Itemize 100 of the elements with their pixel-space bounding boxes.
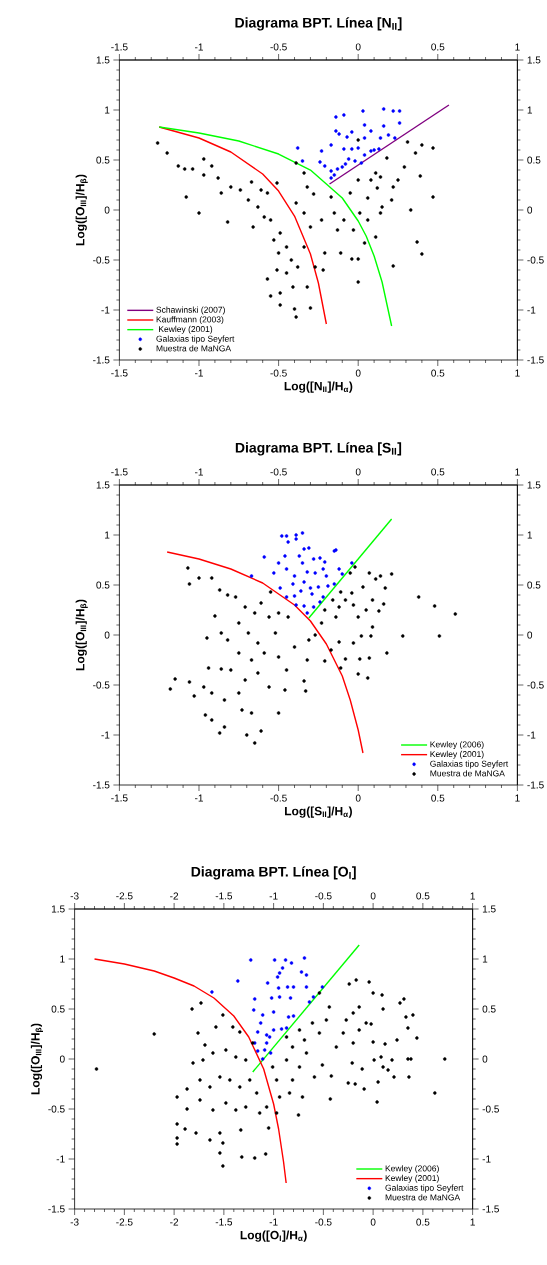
chart-title: Diagrama BPT. Línea [S$_{II}$] (235, 442, 401, 456)
y-axis-title: Log([O$_{III}$]/H$_{β}$) (30, 1023, 43, 1095)
y-tick-label: -1.5 (92, 781, 110, 789)
x-axis-title: Log([N$_{II}$]/H$_{α}$) (284, 381, 353, 393)
y-tick-label: 1 (60, 955, 65, 963)
y-tick-label: 1.5 (96, 56, 110, 64)
legend-label: Kewley (2001) (385, 1174, 439, 1183)
y-axis-title: Log([O$_{III}$]/H$_{β}$) (75, 599, 88, 671)
y2-tick-label: 0.5 (527, 581, 541, 589)
x2-tick-label: -2.5 (115, 892, 133, 900)
y2-tick-label: -1 (527, 306, 536, 314)
y2-tick-label: -0.5 (527, 681, 544, 689)
legend-label: Muestra de MaNGA (430, 770, 505, 777)
y-tick-label: -0.5 (48, 1105, 65, 1113)
y-tick-label: 0.5 (51, 1005, 65, 1013)
y-tick-label: 0 (59, 1055, 65, 1063)
x-tick-label: -1 (269, 1218, 278, 1226)
y2-tick-label: 1.5 (482, 905, 496, 913)
y2-tick-label: -0.5 (527, 256, 544, 264)
y-tick-label: 1 (104, 106, 110, 114)
y2-tick-label: 1 (527, 106, 532, 114)
x-tick-label: 0 (355, 369, 361, 377)
x2-tick-label: 0.5 (431, 468, 445, 476)
x-tick-label: 1 (470, 1218, 475, 1226)
x-tick-label: -0.5 (270, 369, 287, 377)
legend-label: Muestra de MaNGA (385, 1194, 460, 1201)
x-tick-label: 0 (355, 794, 361, 802)
y2-tick-label: -0.5 (482, 1105, 499, 1113)
y2-tick-label: -1 (482, 1155, 491, 1163)
x2-tick-label: 0.5 (431, 43, 445, 51)
x-tick-label: -1 (194, 794, 203, 802)
y2-tick-label: -1.5 (527, 356, 544, 364)
x2-tick-label: -0.5 (270, 468, 287, 476)
y-tick-label: 1.5 (96, 481, 110, 489)
y2-tick-label: 0.5 (482, 1005, 496, 1013)
y2-tick-label: 1 (527, 531, 532, 539)
y2-tick-label: -1.5 (482, 1205, 499, 1213)
x2-tick-label: -2 (169, 892, 178, 900)
y-tick-label: -0.5 (92, 681, 110, 689)
legend-label: Kewley (2006) (385, 1165, 439, 1174)
y2-tick-label: 0 (527, 206, 532, 214)
x2-tick-label: -1 (269, 892, 278, 900)
y2-tick-label: 1.5 (527, 481, 541, 489)
legend-label: Schawinski (2007) (156, 306, 225, 315)
x-tick-label: 0 (370, 1218, 376, 1226)
legend-label: Galaxias tipo Seyfert (385, 1184, 464, 1193)
x2-tick-label: -1 (194, 43, 203, 51)
x2-tick-label: -1.5 (110, 43, 128, 51)
y2-tick-label: 0.5 (527, 156, 541, 164)
x2-tick-label: 1 (515, 468, 520, 476)
x-tick-label: -1.5 (110, 369, 128, 377)
x-tick-label: -1.5 (110, 794, 128, 802)
y2-tick-label: -1.5 (527, 781, 544, 789)
y2-tick-label: 1.5 (527, 56, 541, 64)
legend-label: Galaxias tipo Seyfert (156, 335, 235, 344)
y-axis-title: Log([O$_{III}$]/H$_{β}$) (75, 174, 88, 246)
x2-tick-label: -1.5 (110, 468, 128, 476)
y-tick-label: -1.5 (48, 1205, 65, 1213)
chart-title: Diagrama BPT. Línea [O$_{I}$] (191, 866, 356, 880)
legend-label: Kewley (2001) (158, 325, 212, 334)
y-tick-label: -1 (101, 731, 110, 739)
x-tick-label: 0.5 (431, 369, 445, 377)
legend-label: Kauffmann (2003) (156, 316, 224, 325)
x-tick-label: -1.5 (215, 1218, 232, 1226)
y-tick-label: -1 (56, 1155, 65, 1163)
x-tick-label: 0.5 (416, 1218, 430, 1226)
x-tick-label: 0.5 (431, 794, 445, 802)
x-axis-title: Log([O$_{I}$]/H$_{α}$) (240, 1230, 307, 1242)
x-tick-label: -1 (194, 369, 203, 377)
x-tick-label: 1 (515, 794, 520, 802)
x2-tick-label: -1 (194, 468, 203, 476)
y-tick-label: 0 (104, 206, 110, 214)
x-tick-label: -0.5 (270, 794, 287, 802)
x2-tick-label: 0 (355, 468, 361, 476)
legend-label: Galaxias tipo Seyfert (429, 760, 508, 769)
x-tick-label: -2 (169, 1218, 178, 1226)
y-tick-label: -1 (101, 306, 110, 314)
x-tick-label: -0.5 (314, 1218, 332, 1226)
y-tick-label: -1.5 (92, 356, 110, 364)
x-axis-title: Log([S$_{II}$]/H$_{α}$) (284, 806, 352, 818)
x2-tick-label: 1 (515, 43, 520, 51)
x2-tick-label: -0.5 (270, 43, 287, 51)
x2-tick-label: -3 (70, 892, 79, 900)
y-tick-label: 0 (104, 631, 110, 639)
y-tick-label: 1 (104, 531, 110, 539)
x-tick-label: -2.5 (115, 1218, 133, 1226)
legend-label: Kewley (2001) (430, 750, 484, 759)
x2-tick-label: 1 (470, 892, 475, 900)
y2-tick-label: 0 (482, 1055, 488, 1063)
x2-tick-label: -1.5 (215, 892, 232, 900)
x2-tick-label: -0.5 (314, 892, 332, 900)
y2-tick-label: -1 (527, 731, 536, 739)
y-tick-label: 0.5 (96, 156, 110, 164)
x2-tick-label: 0.5 (416, 892, 430, 900)
x2-tick-label: 0 (355, 43, 361, 51)
legend-label: Kewley (2006) (430, 741, 484, 750)
y2-tick-label: 0 (527, 631, 532, 639)
legend-label: Muestra de MaNGA (156, 345, 231, 352)
x-tick-label: 1 (515, 369, 520, 377)
x2-tick-label: 0 (370, 892, 376, 900)
